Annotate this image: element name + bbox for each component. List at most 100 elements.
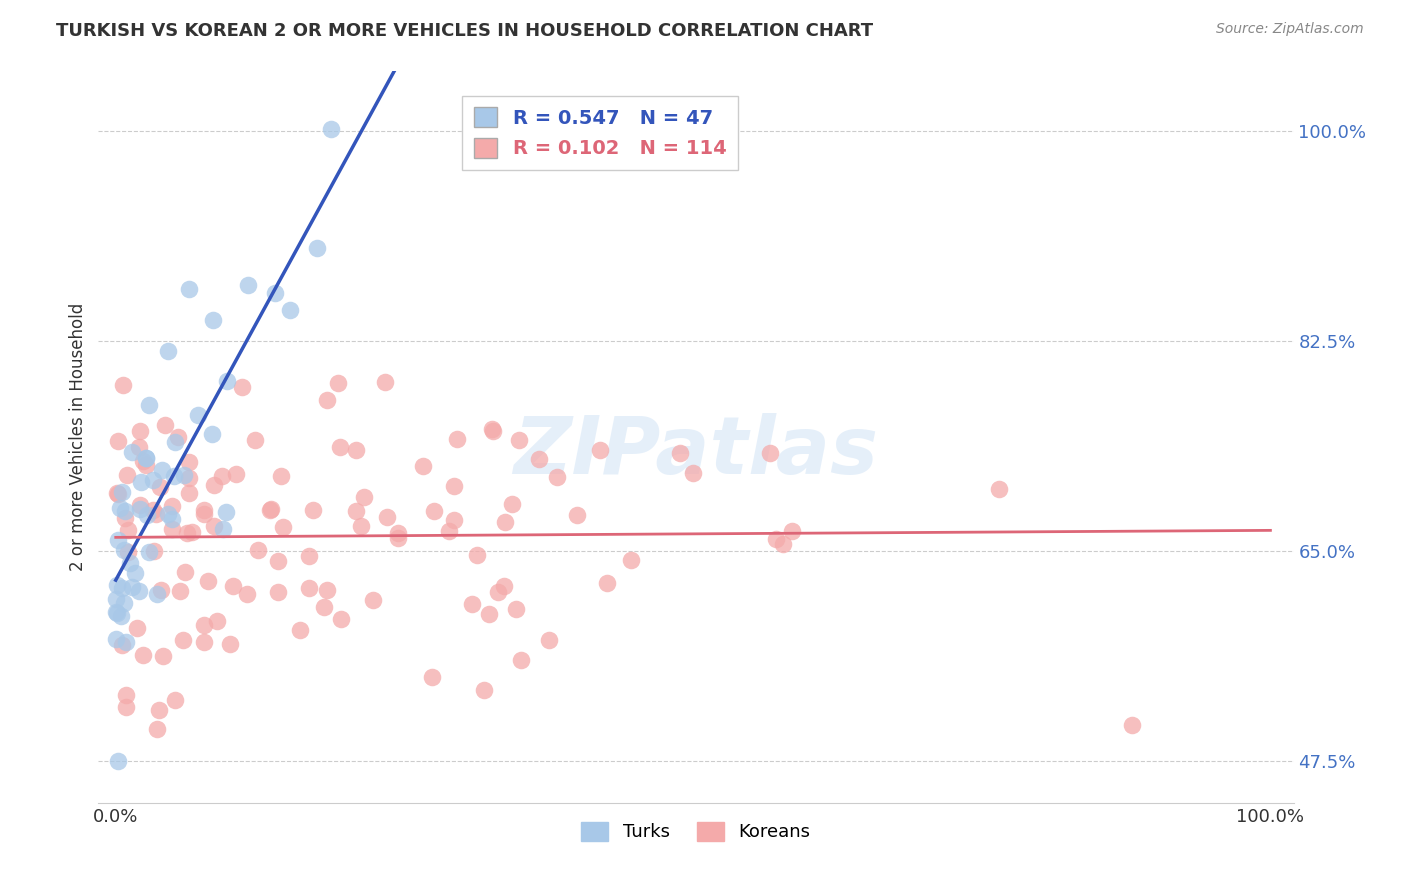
Point <box>193 618 215 632</box>
Point <box>215 505 238 519</box>
Text: TURKISH VS KOREAN 2 OR MORE VEHICLES IN HOUSEHOLD CORRELATION CHART: TURKISH VS KOREAN 2 OR MORE VEHICLES IN … <box>56 22 873 40</box>
Point <box>412 459 434 474</box>
Point <box>263 286 285 301</box>
Point <box>138 398 160 412</box>
Point <box>145 507 167 521</box>
Point <box>494 515 516 529</box>
Point <box>104 592 127 607</box>
Point <box>298 581 321 595</box>
Point <box>172 633 194 648</box>
Point <box>129 424 152 438</box>
Point <box>150 463 173 477</box>
Point <box>187 409 209 423</box>
Point <box>146 722 169 736</box>
Point <box>270 469 292 483</box>
Point <box>420 670 443 684</box>
Point <box>173 565 195 579</box>
Point <box>108 501 131 516</box>
Point <box>142 544 165 558</box>
Point <box>169 583 191 598</box>
Point <box>177 486 200 500</box>
Point <box>267 585 290 599</box>
Point <box>682 466 704 480</box>
Point <box>387 526 409 541</box>
Point <box>478 607 501 622</box>
Point <box>176 526 198 541</box>
Point <box>124 566 146 581</box>
Point <box>260 502 283 516</box>
Point <box>107 434 129 448</box>
Point <box>565 508 588 522</box>
Point <box>149 480 172 494</box>
Point <box>148 703 170 717</box>
Point <box>219 637 242 651</box>
Point <box>105 486 128 500</box>
Point <box>231 380 253 394</box>
Point <box>765 532 787 546</box>
Point <box>527 451 550 466</box>
Point <box>105 605 128 619</box>
Point <box>246 542 269 557</box>
Point <box>461 597 484 611</box>
Point <box>361 592 384 607</box>
Point <box>128 502 150 516</box>
Point <box>111 582 134 596</box>
Point <box>481 424 503 438</box>
Point <box>157 344 180 359</box>
Text: ZIPatlas: ZIPatlas <box>513 413 879 491</box>
Point <box>173 467 195 482</box>
Point <box>121 444 143 458</box>
Point <box>115 634 138 648</box>
Point <box>153 418 176 433</box>
Point <box>267 554 290 568</box>
Point <box>201 427 224 442</box>
Point <box>508 433 530 447</box>
Legend: Turks, Koreans: Turks, Koreans <box>574 814 818 848</box>
Point <box>588 443 610 458</box>
Point <box>236 277 259 292</box>
Point <box>112 543 135 558</box>
Point <box>329 612 352 626</box>
Point <box>114 511 136 525</box>
Point <box>288 623 311 637</box>
Point <box>211 522 233 536</box>
Point <box>375 509 398 524</box>
Point <box>222 579 245 593</box>
Point <box>202 478 225 492</box>
Point <box>117 545 139 559</box>
Point <box>321 122 343 136</box>
Point <box>105 606 128 620</box>
Point <box>259 503 281 517</box>
Point <box>157 507 180 521</box>
Point <box>1121 718 1143 732</box>
Point <box>472 683 495 698</box>
Point <box>505 601 527 615</box>
Point <box>486 585 509 599</box>
Point <box>125 621 148 635</box>
Point <box>150 582 173 597</box>
Point <box>193 635 215 649</box>
Point <box>312 599 335 614</box>
Point <box>165 435 187 450</box>
Point <box>135 450 157 465</box>
Point <box>780 524 803 539</box>
Point <box>160 499 183 513</box>
Point <box>374 375 396 389</box>
Point <box>759 446 782 460</box>
Y-axis label: 2 or more Vehicles in Household: 2 or more Vehicles in Household <box>69 303 87 571</box>
Point <box>465 548 488 562</box>
Point <box>243 433 266 447</box>
Point <box>988 483 1011 497</box>
Point <box>142 503 165 517</box>
Point <box>668 445 690 459</box>
Point <box>142 473 165 487</box>
Point <box>620 553 643 567</box>
Point <box>135 458 157 472</box>
Point <box>197 574 219 589</box>
Point <box>387 531 409 545</box>
Point <box>128 583 150 598</box>
Point <box>110 609 132 624</box>
Point <box>177 282 200 296</box>
Point <box>443 513 465 527</box>
Point <box>181 525 204 540</box>
